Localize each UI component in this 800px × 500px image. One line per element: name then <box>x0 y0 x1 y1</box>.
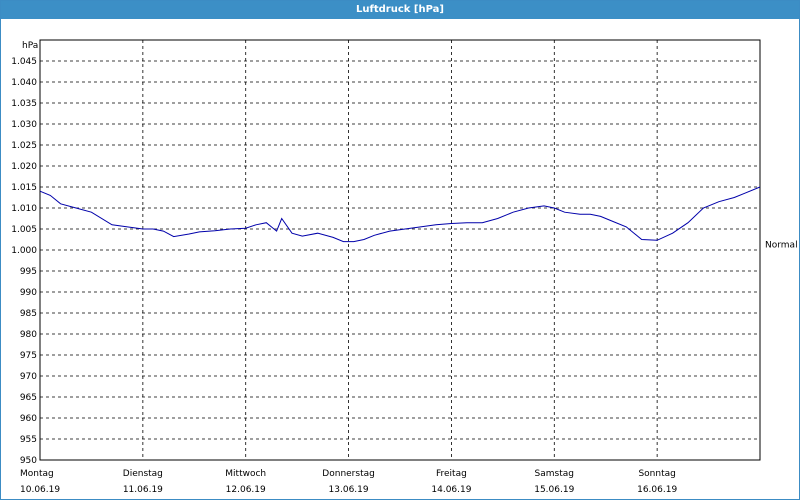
y-axis-unit-label: hPa <box>22 41 38 51</box>
y-tick-label: 1.020 <box>11 162 37 172</box>
x-tick-weekday: Dienstag <box>123 469 163 479</box>
y-tick-label: 970 <box>20 372 37 382</box>
x-tick-weekday: Mittwoch <box>225 469 266 479</box>
y-tick-label: 1.000 <box>11 246 37 256</box>
y-tick-label: 1.025 <box>11 141 37 151</box>
x-tick-date: 13.06.19 <box>329 485 369 495</box>
y-tick-label: 1.045 <box>11 57 37 67</box>
y-axis-ticks: 950 955 960 965 970 975 980 985 990 995 1.000 1.005… <box>11 57 37 466</box>
x-tick-date: 12.06.19 <box>226 485 266 495</box>
y-tick-label: 985 <box>20 309 37 319</box>
y-tick-label: 1.005 <box>11 225 37 235</box>
x-tick-weekday: Sonntag <box>638 469 675 479</box>
x-tick-weekday: Samstag <box>535 469 574 479</box>
y-tick-label: 1.030 <box>11 120 37 130</box>
x-tick-weekday: Freitag <box>436 469 467 479</box>
plot-area-frame <box>39 39 761 461</box>
pressure-series-line <box>39 186 761 243</box>
x-tick-date: 10.06.19 <box>20 485 60 495</box>
y-tick-label: 995 <box>20 267 37 277</box>
x-axis-ticks: Montag 10.06.19 Dienstag 11.06.19 Mittwoch 12… <box>20 469 677 495</box>
x-tick-weekday: Montag <box>20 469 54 479</box>
y-tick-label: 965 <box>20 393 37 403</box>
x-tick-date: 16.06.19 <box>637 485 677 495</box>
y-tick-label: 950 <box>20 456 37 466</box>
x-tick-date: 14.06.19 <box>431 485 471 495</box>
x-tick-date: 15.06.19 <box>534 485 574 495</box>
y-tick-label: 1.040 <box>11 78 37 88</box>
grid-lines <box>40 40 760 460</box>
y-tick-label: 975 <box>20 351 37 361</box>
reference-line-label: Normal <box>765 241 798 251</box>
x-tick-weekday: Donnerstag <box>322 469 375 479</box>
x-tick-date: 11.06.19 <box>123 485 163 495</box>
y-tick-label: 955 <box>20 435 37 445</box>
y-tick-label: 980 <box>20 330 37 340</box>
y-tick-label: 1.015 <box>11 183 37 193</box>
y-tick-label: 960 <box>20 414 37 424</box>
window-title: Luftdruck [hPa] <box>1 1 799 19</box>
y-tick-label: 1.035 <box>11 99 37 109</box>
y-tick-label: 990 <box>20 288 37 298</box>
y-tick-label: 1.010 <box>11 204 37 214</box>
